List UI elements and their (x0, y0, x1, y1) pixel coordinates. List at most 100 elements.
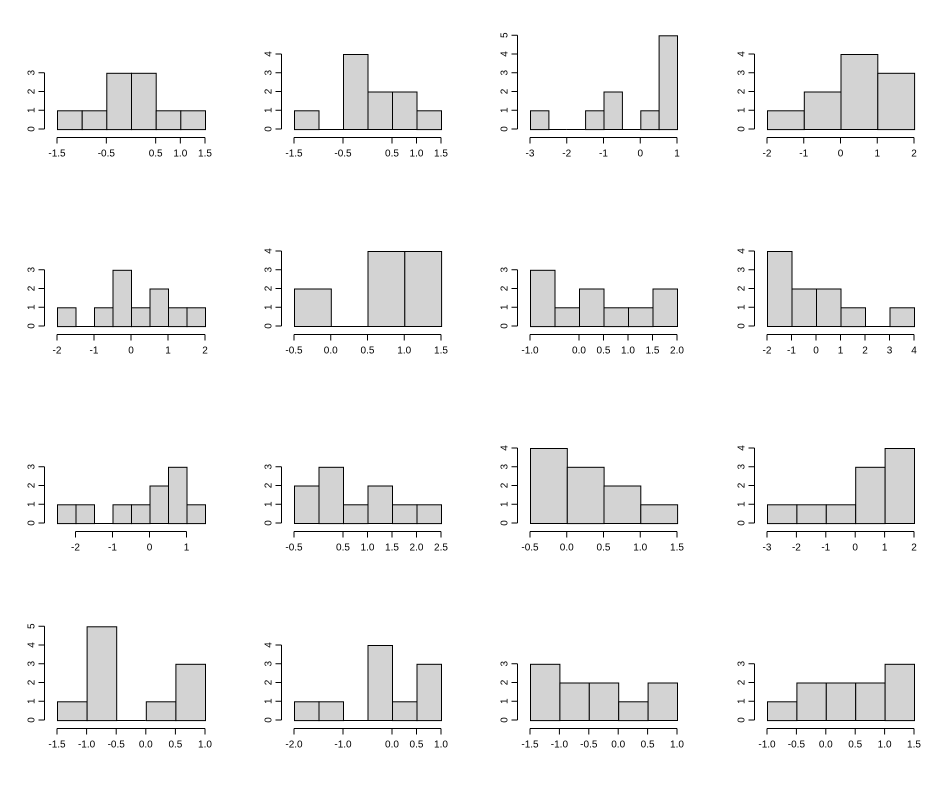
y-tick-label: 1 (737, 304, 748, 310)
histogram-bar (803, 91, 842, 130)
histogram-bar (640, 110, 660, 131)
histogram-bar (840, 54, 879, 130)
histogram-bar (647, 682, 678, 721)
histogram-bar (877, 72, 916, 131)
x-tick-label: -0.5 (108, 740, 126, 751)
histogram-bar (75, 504, 95, 525)
histogram-bar (57, 701, 88, 722)
histogram-bar (579, 288, 605, 327)
x-tick-label: 1.0 (878, 740, 892, 751)
y-tick-label: 1 (500, 698, 511, 704)
histogram-bar (294, 110, 320, 131)
y-tick-label: 4 (737, 445, 748, 451)
x-tick-label: -1 (108, 543, 117, 554)
y-tick-label: 0 (737, 126, 748, 132)
x-tick-label: -3 (526, 149, 535, 160)
x-tick-label: -0.5 (285, 543, 303, 554)
y-tick-label: 4 (500, 51, 511, 57)
histogram-bar (186, 307, 206, 328)
x-tick-label: 1.0 (633, 543, 647, 554)
histogram-bar (131, 72, 157, 131)
x-tick-label: -2 (71, 543, 80, 554)
histogram-bar (855, 682, 886, 721)
histogram-bar (884, 663, 915, 722)
x-tick-label: 1 (165, 346, 171, 357)
x-tick-label: 1.5 (385, 543, 399, 554)
y-tick-label: 1 (27, 107, 38, 113)
y-tick-label: 0 (264, 520, 275, 526)
histogram-bar (57, 307, 77, 328)
y-tick-label: 1 (500, 304, 511, 310)
x-tick-label: -1.0 (334, 740, 352, 751)
x-tick-label: -1.5 (521, 740, 539, 751)
histogram-bar (86, 626, 118, 722)
x-tick-label: -0.5 (334, 149, 352, 160)
y-tick-label: 2 (27, 88, 38, 94)
histogram-bar (640, 504, 679, 525)
x-tick-label: 1.5 (434, 149, 448, 160)
y-tick-label: 3 (500, 267, 511, 273)
x-tick-label: 0 (852, 543, 858, 554)
y-tick-label: 2 (500, 88, 511, 94)
x-tick-label: -0.5 (285, 346, 303, 357)
y-tick-label: 0 (500, 126, 511, 132)
histogram-bar (294, 288, 332, 327)
y-tick-label: 3 (500, 661, 511, 667)
histogram-panel-9: -2 -1 0 1 0 1 2 3 (27, 464, 206, 554)
histogram-panel-4: -2 -1 0 1 2 0 1 2 3 4 (737, 51, 918, 160)
x-tick-label: 0.5 (361, 346, 375, 357)
x-tick-label: 1 (674, 149, 680, 160)
x-tick-label: -1 (821, 543, 830, 554)
x-tick-label: 1.5 (907, 740, 921, 751)
y-tick-label: 0 (500, 520, 511, 526)
y-tick-label: 3 (264, 267, 275, 273)
histogram-bar (318, 701, 344, 722)
y-tick-label: 1 (264, 304, 275, 310)
x-tick-label: -1.5 (285, 149, 303, 160)
histogram-panel-14: -2.0 -1.0 0.0 0.5 1.0 0 1 2 3 4 (264, 642, 449, 751)
x-tick-label: 0.0 (819, 740, 833, 751)
histogram-bar (186, 504, 206, 525)
x-tick-label: -2 (562, 149, 571, 160)
y-tick-label: 1 (737, 698, 748, 704)
histogram-panel-1: -1.5 -0.5 0.5 1.0 1.5 0 1 2 3 (27, 70, 213, 160)
x-tick-label: -1 (787, 346, 796, 357)
y-tick-label: 3 (27, 661, 38, 667)
histogram-panel-13: -1.5 -1.0 -0.5 0.0 0.5 1.0 0 1 2 3 4 5 (27, 623, 213, 750)
histogram-bar (416, 504, 442, 525)
histogram-bar (530, 269, 556, 328)
histogram-bar (392, 91, 418, 130)
histogram-bar (343, 504, 369, 525)
x-tick-label: -0.5 (788, 740, 806, 751)
histogram-bar (652, 288, 678, 327)
x-tick-label: 1.0 (173, 149, 187, 160)
x-tick-label: 0 (128, 346, 134, 357)
y-tick-label: 0 (737, 717, 748, 723)
y-tick-label: 4 (27, 642, 38, 648)
x-tick-label: -2 (763, 149, 772, 160)
y-tick-label: 5 (27, 623, 38, 629)
y-tick-label: 1 (737, 501, 748, 507)
x-tick-label: 0 (838, 149, 844, 160)
x-tick-label: 4 (911, 346, 917, 357)
x-tick-label: 0.5 (597, 346, 611, 357)
y-tick-label: 3 (500, 464, 511, 470)
x-tick-label: -1.0 (521, 346, 539, 357)
histogram-bar (145, 701, 177, 722)
histogram-bar (825, 682, 857, 721)
histogram-panel-6: -0.5 0.0 0.5 1.0 1.5 0 1 2 3 4 (264, 248, 449, 357)
y-tick-label: 2 (737, 88, 748, 94)
x-tick-label: 0.5 (168, 740, 182, 751)
histogram-bar (367, 645, 393, 721)
histogram-bar (155, 110, 182, 131)
y-tick-label: 4 (737, 248, 748, 254)
x-tick-label: -1.0 (758, 740, 776, 751)
x-tick-label: -1.0 (78, 740, 96, 751)
x-tick-label: 0.0 (385, 740, 399, 751)
histogram-bar (343, 54, 369, 130)
x-tick-label: 0.0 (611, 740, 625, 751)
histogram-bar (816, 288, 842, 327)
histogram-bar (796, 682, 827, 721)
y-tick-label: 1 (27, 304, 38, 310)
histogram-bar (392, 504, 418, 525)
